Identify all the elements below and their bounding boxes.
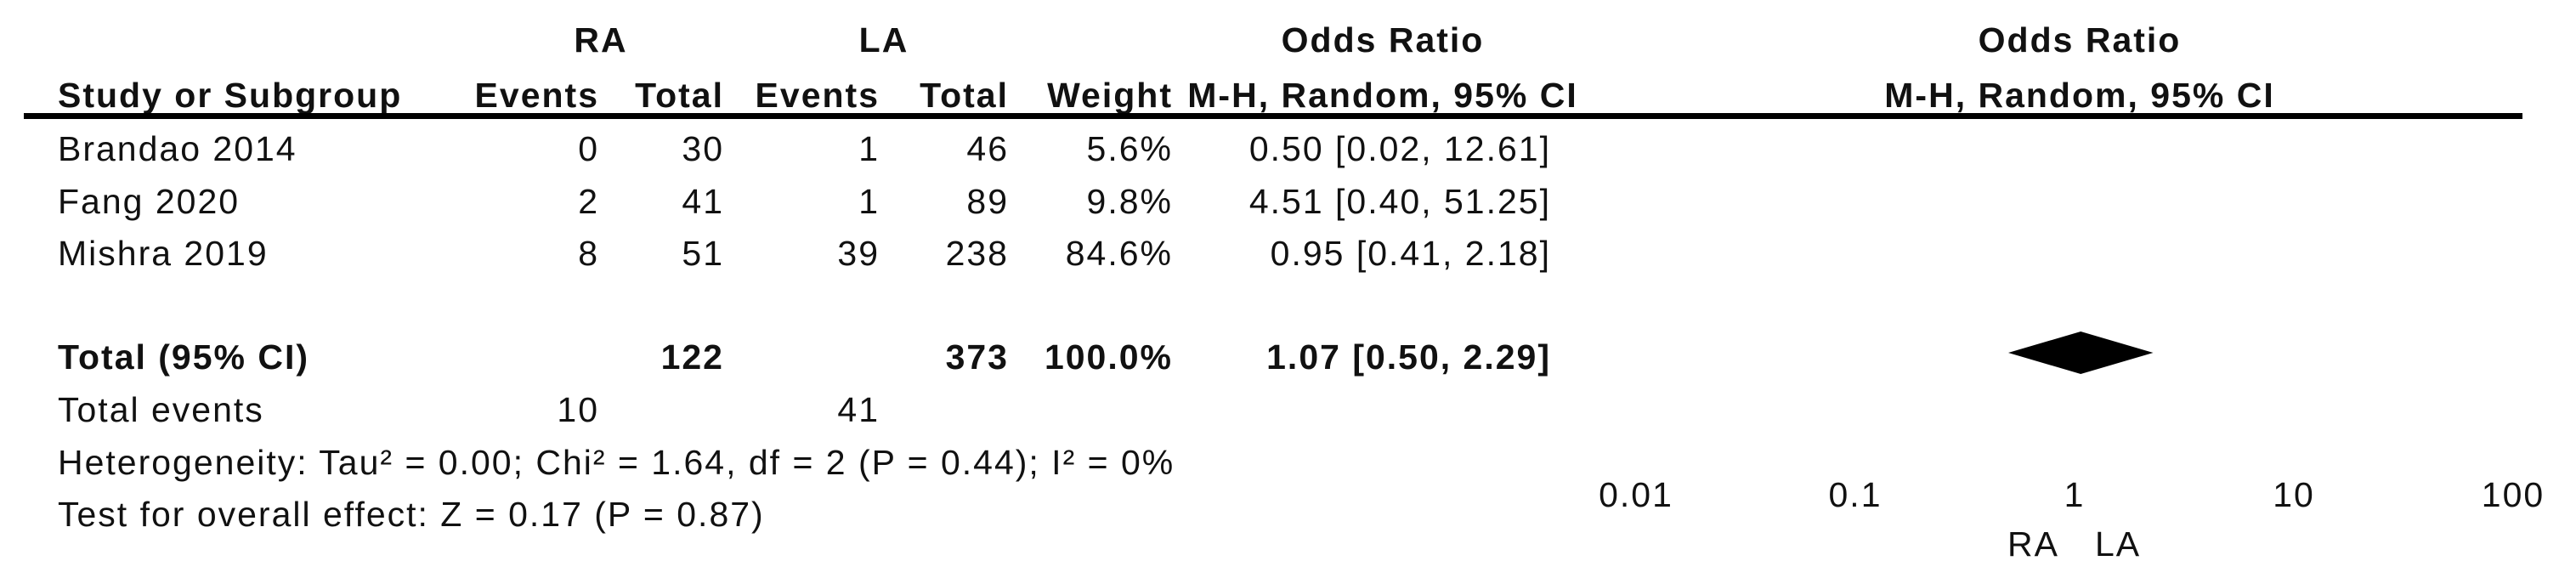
favours-right-label: LA [2095,524,2142,564]
study-name: Fang 2020 [58,182,241,221]
cell-ra-total: 51 [682,234,724,273]
or-col-header-line2: M-H, Random, 95% CI [1187,76,1578,115]
plot-header-line2: M-H, Random, 95% CI [1884,76,2275,115]
cell-or-ci: 0.50 [0.02, 12.61] [1248,129,1551,168]
cell-weight: 9.8% [1086,182,1173,221]
col-header-la-events: Events [755,76,880,115]
total-la-total: 373 [945,337,1009,377]
cell-la-events: 1 [858,182,880,221]
cell-la-total: 238 [945,234,1009,273]
cell-la-events: 1 [858,129,880,168]
total-events-la: 41 [837,390,880,429]
cell-la-events: 39 [837,234,880,273]
total-or-ci: 1.07 [0.50, 2.29] [1266,337,1551,377]
col-header-weight: Weight [1047,76,1173,115]
cell-la-total: 89 [966,182,1009,221]
axis-tick-label: 100 [2481,475,2545,514]
axis-tick-label: 0.01 [1599,475,1673,514]
cell-ra-events: 0 [578,129,599,168]
pooled-diamond [2008,332,2154,374]
heterogeneity-text: Heterogeneity: Tau² = 0.00; Chi² = 1.64,… [58,443,1175,482]
header-rule [24,113,2522,119]
col-header-la-total: Total [920,76,1009,115]
cell-ra-total: 41 [682,182,724,221]
study-name: Brandao 2014 [58,129,297,168]
study-name: Mishra 2019 [58,234,269,273]
axis-tick-label: 1 [2064,475,2086,514]
cell-weight: 5.6% [1086,129,1173,168]
col-header-ra-events: Events [474,76,599,115]
cell-la-total: 46 [966,129,1009,168]
total-weight: 100.0% [1044,337,1173,377]
cell-ra-events: 2 [578,182,599,221]
cell-or-ci: 4.51 [0.40, 51.25] [1248,182,1551,221]
or-col-header-line1: Odds Ratio [1281,20,1485,60]
axis-tick-label: 10 [2273,475,2315,514]
total-row-label: Total (95% CI) [58,337,310,377]
total-events-ra: 10 [557,390,599,429]
group-header-ra: RA [574,20,628,60]
plot-header-line1: Odds Ratio [1978,20,2182,60]
axis-tick-label: 0.1 [1828,475,1882,514]
cell-weight: 84.6% [1065,234,1173,273]
col-header-ra-total: Total [635,76,724,115]
overall-effect-text: Test for overall effect: Z = 0.17 (P = 0… [58,495,765,534]
group-header-la: LA [858,20,909,60]
total-events-label: Total events [58,390,264,429]
favours-left-label: RA [2007,524,2059,564]
col-header-study: Study or Subgroup [58,76,403,115]
total-ra-total: 122 [660,337,724,377]
cell-or-ci: 0.95 [0.41, 2.18] [1270,234,1551,273]
cell-ra-total: 30 [682,129,724,168]
cell-ra-events: 8 [578,234,599,273]
